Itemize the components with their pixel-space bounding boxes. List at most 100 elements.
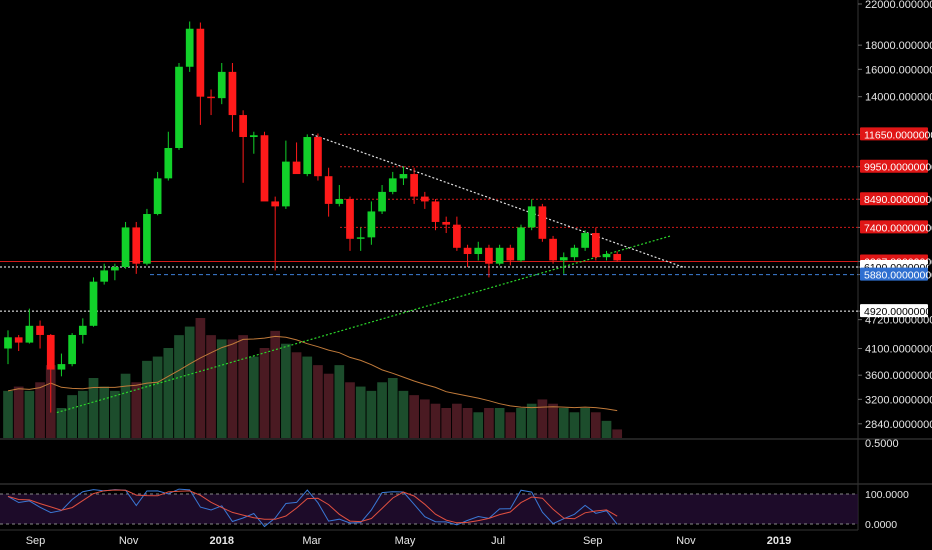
candle-body	[442, 221, 451, 225]
candle-body	[346, 199, 354, 239]
price-level-labels: 11650.00000000 9950.00000000 8490.00000000…	[860, 127, 932, 318]
stoch-tick-label: 0.0000	[865, 519, 897, 531]
volume-bar	[206, 335, 216, 438]
candle-body	[78, 325, 87, 335]
volume-bar	[184, 326, 195, 438]
volume-bar	[537, 399, 548, 438]
volume-bar	[516, 408, 526, 438]
price-level-badge	[860, 304, 928, 318]
volume-bar	[548, 403, 558, 438]
volume-bar	[291, 352, 302, 438]
volume-bar	[227, 339, 238, 438]
candle-body	[249, 135, 258, 138]
candle-body	[164, 148, 173, 179]
volume-bar	[569, 412, 580, 438]
volume-bar	[195, 318, 206, 438]
price-tick-label: 22000.00000000	[865, 0, 932, 11]
candle-body	[324, 176, 333, 204]
price-level-badge	[860, 220, 928, 234]
candle-body	[303, 137, 312, 175]
candle-body	[207, 96, 215, 99]
candle-body	[613, 254, 622, 261]
volume-bar	[558, 408, 569, 438]
volume-bar	[131, 382, 142, 438]
volume-bar	[313, 365, 323, 438]
candle-body	[485, 247, 493, 264]
price-tick-label: 14000.00000000	[865, 92, 932, 104]
volume-bar	[302, 356, 313, 438]
stoch-band	[0, 494, 858, 524]
candle-body	[121, 227, 130, 268]
candle-body	[314, 137, 322, 177]
candle-body	[57, 364, 66, 370]
candle-body	[559, 257, 568, 261]
candle-body	[506, 247, 515, 261]
volume-bar	[612, 429, 623, 438]
candle-body	[495, 247, 504, 264]
volume-bar	[377, 382, 387, 438]
candle-body	[367, 211, 376, 238]
volume-moving-average	[7, 335, 618, 412]
candle-body	[292, 161, 301, 175]
volume-bar	[110, 390, 120, 438]
volume-bar	[323, 373, 334, 438]
candle-body	[132, 227, 141, 264]
candle-body	[581, 233, 589, 248]
volume-bar	[3, 390, 13, 438]
candle-body	[591, 233, 600, 258]
volume-bar	[441, 408, 452, 438]
candle-body	[46, 334, 55, 370]
time-tick-label: Mar	[302, 535, 321, 547]
candle-body	[239, 115, 247, 138]
volume-bar	[345, 382, 355, 438]
time-tick-label: 2018	[210, 535, 234, 547]
price-tick-label: 3200.00000000	[865, 394, 932, 406]
candle-body	[196, 28, 205, 97]
candle-body	[36, 325, 44, 335]
trendline	[56, 235, 671, 414]
price-tick-label: 4100.00000000	[865, 344, 932, 356]
volume-bar	[590, 412, 601, 438]
candle-body	[143, 214, 151, 264]
time-tick-label: Jul	[491, 535, 505, 547]
volume-bar	[24, 390, 35, 438]
volume-bar	[259, 348, 270, 438]
candle-body	[420, 196, 429, 202]
volume-bar	[484, 408, 494, 438]
stoch-tick-label: 100.0000	[865, 489, 909, 501]
candle-body	[453, 224, 461, 248]
volume-bar	[174, 335, 184, 438]
candle-body	[570, 247, 579, 258]
candle-body	[271, 201, 280, 207]
candle-body	[68, 334, 76, 365]
volume-bar	[56, 408, 67, 438]
time-tick-label: Nov	[119, 535, 139, 547]
candle-body	[335, 199, 344, 204]
volume-bar	[77, 390, 88, 438]
volume-bar	[35, 382, 45, 438]
volume-bar	[601, 420, 612, 438]
candle-body	[217, 71, 226, 99]
volume-bar	[430, 403, 441, 438]
volume-ma-line	[7, 335, 618, 412]
candle-body	[260, 135, 269, 202]
time-tick-label: Sep	[583, 535, 603, 547]
volume-bar	[366, 390, 377, 438]
volume-bar	[163, 348, 174, 438]
price-level-value: 11650.00000000	[864, 129, 932, 141]
candle-body	[4, 337, 12, 349]
grid	[0, 0, 932, 530]
volume-bar	[494, 408, 505, 438]
candle-body	[228, 71, 237, 116]
time-tick-label: May	[395, 535, 416, 547]
volume-bar	[120, 373, 131, 438]
volume-bar	[526, 403, 537, 438]
candle-body	[410, 174, 418, 197]
price-level-value: 9950.00000000	[864, 162, 932, 174]
candle-body	[538, 206, 547, 239]
candle-body	[602, 254, 611, 258]
candle-body	[14, 337, 23, 343]
